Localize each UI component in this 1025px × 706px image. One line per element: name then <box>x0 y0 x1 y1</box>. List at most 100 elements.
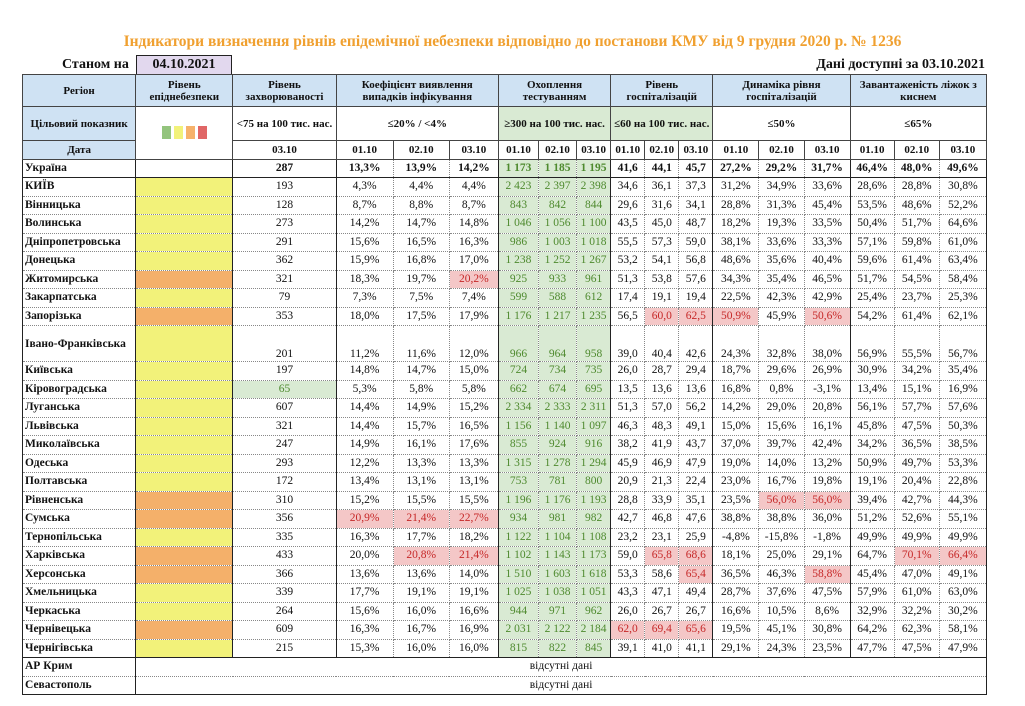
value-cell: 2 333 <box>538 398 578 418</box>
value-cell: -3,1% <box>803 379 851 399</box>
value-cell: 58,6 <box>644 564 680 584</box>
value-cell: 5,8% <box>392 379 450 399</box>
value-cell: 30,2% <box>938 601 988 621</box>
value-cell: 28,8% <box>712 195 760 215</box>
region-name: Київська <box>21 361 137 381</box>
value-cell: 45,8% <box>849 416 895 436</box>
region-name: Запорізька <box>21 306 137 326</box>
value-cell: 28,8% <box>893 177 940 197</box>
value-cell: 815 <box>497 638 540 658</box>
value-cell: 753 <box>497 472 540 492</box>
value-cell: 44,1 <box>644 158 680 178</box>
value-cell: 15,6% <box>758 416 805 436</box>
value-cell: 172 <box>232 472 337 492</box>
value-cell: 19,3% <box>758 214 805 234</box>
value-cell: 57,0 <box>644 398 680 418</box>
value-cell: 19,0% <box>712 453 760 473</box>
as-of-label: Станом на <box>62 57 129 72</box>
level-indicator <box>135 398 234 418</box>
value-cell: 0,8% <box>758 379 805 399</box>
value-cell: 4,4% <box>448 177 499 197</box>
value-cell: 51,7% <box>849 269 895 289</box>
table-row: Чернівецька 609 16,3% 16,7% 16,9% 2 031 2 122 2… <box>21 620 988 640</box>
value-cell: 961 <box>576 269 612 289</box>
value-cell: 34,3% <box>712 269 760 289</box>
value-cell: 61,4% <box>893 251 940 271</box>
value-cell: 47,6 <box>678 509 714 529</box>
header-level: Рівень епіднебезпеки <box>135 74 234 107</box>
value-cell: 321 <box>232 269 337 289</box>
value-cell: 1 140 <box>538 416 578 436</box>
value-cell: 47,5% <box>893 416 940 436</box>
value-cell: 34,9% <box>758 177 805 197</box>
value-cell: 2 423 <box>497 177 540 197</box>
level-indicator <box>135 416 234 436</box>
date-header: 02.10 <box>644 140 680 160</box>
incidence-date: 03.10 <box>232 140 337 160</box>
value-cell: 1 003 <box>538 232 578 252</box>
value-cell: 964 <box>538 325 578 362</box>
level-indicator <box>135 269 234 289</box>
value-cell: 1 056 <box>538 214 578 234</box>
region-name: Полтавська <box>21 472 137 492</box>
value-cell: 33,6% <box>803 177 851 197</box>
value-cell: 39,0 <box>610 325 646 362</box>
value-cell: 11,6% <box>392 325 450 362</box>
value-cell: 38,1% <box>712 232 760 252</box>
value-cell: 36,0% <box>803 509 851 529</box>
value-cell: 15,5% <box>392 490 450 510</box>
value-cell: 1 315 <box>497 453 540 473</box>
value-cell: 16,3% <box>335 620 394 640</box>
value-cell: 31,7% <box>803 158 851 178</box>
value-cell: 42,4% <box>803 435 851 455</box>
value-cell: 2 184 <box>576 620 612 640</box>
level-indicator <box>135 546 234 566</box>
table-row: Чернігівська 215 15,3% 16,0% 16,0% 815 822 845 3… <box>21 638 988 658</box>
legend-green-swatch <box>161 126 171 140</box>
value-cell: 57,1% <box>849 232 895 252</box>
value-cell: 781 <box>538 472 578 492</box>
value-cell: 62,1% <box>938 306 988 326</box>
value-cell: 15,6% <box>335 232 394 252</box>
value-cell: 54,5% <box>893 269 940 289</box>
value-cell: 30,8% <box>803 620 851 640</box>
incidence-target: <75 на 100 тис. нас. <box>232 106 337 141</box>
value-cell: 822 <box>538 638 578 658</box>
region-name: Сумська <box>21 509 137 529</box>
value-cell: 39,7% <box>758 435 805 455</box>
level-indicator <box>135 232 234 252</box>
table-row: Херсонська 366 13,6% 13,6% 14,0% 1 510 1 603 1 … <box>21 564 988 584</box>
value-cell: 36,5% <box>893 435 940 455</box>
value-cell: 40,4 <box>644 325 680 362</box>
value-cell: 20,9 <box>610 472 646 492</box>
value-cell: 4,3% <box>335 177 394 197</box>
value-cell: 1 051 <box>576 583 612 603</box>
table-row: Рівненська 310 15,2% 15,5% 15,5% 1 196 1 176 1 … <box>21 490 988 510</box>
value-cell: 986 <box>497 232 540 252</box>
value-cell: 20,8% <box>392 546 450 566</box>
value-cell: 16,7% <box>758 472 805 492</box>
value-cell: 22,8% <box>938 472 988 492</box>
level-indicator <box>135 306 234 326</box>
value-cell: 54,2% <box>849 306 895 326</box>
value-cell: 735 <box>576 361 612 381</box>
value-cell: 2 311 <box>576 398 612 418</box>
value-cell: 21,4% <box>448 546 499 566</box>
value-cell: 35,1 <box>678 490 714 510</box>
level-indicator <box>135 288 234 308</box>
value-cell: 68,6 <box>678 546 714 566</box>
value-cell: 14,0% <box>758 453 805 473</box>
value-cell: 1 176 <box>497 306 540 326</box>
value-cell: 39,1 <box>610 638 646 658</box>
region-name: Вінницька <box>21 195 137 215</box>
value-cell: 16,6% <box>448 601 499 621</box>
value-cell: 14,0% <box>448 564 499 584</box>
value-cell: 19,7% <box>392 269 450 289</box>
value-cell: 46,3% <box>758 564 805 584</box>
value-cell: 29,6% <box>758 361 805 381</box>
value-cell: 19,4 <box>678 288 714 308</box>
value-cell: 43,3 <box>610 583 646 603</box>
value-cell: 15,3% <box>335 638 394 658</box>
value-cell: 49,1 <box>678 416 714 436</box>
value-cell: 18,3% <box>335 269 394 289</box>
